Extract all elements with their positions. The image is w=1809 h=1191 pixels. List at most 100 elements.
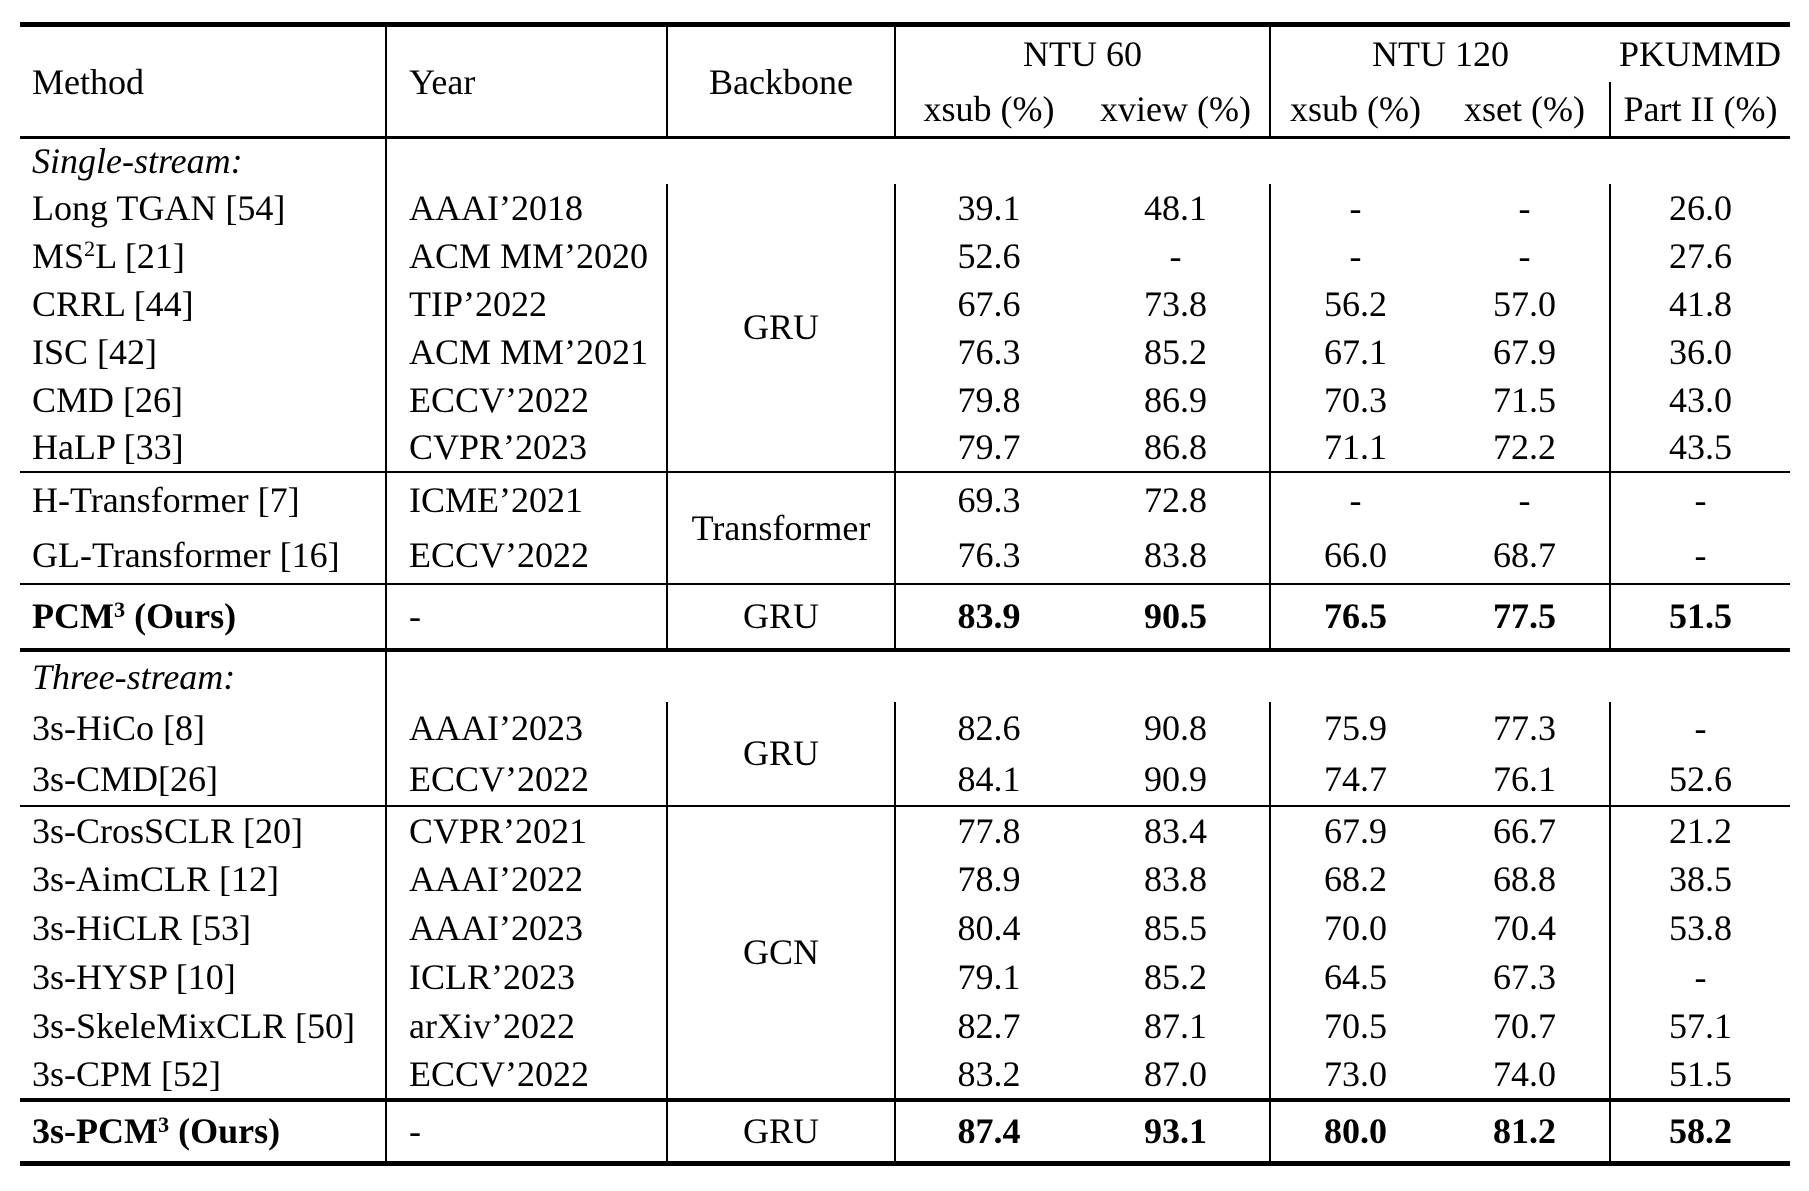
value-cell: 36.0: [1669, 331, 1732, 372]
group-header-ntu60: NTU 60: [895, 24, 1271, 82]
table-body: Single-stream: Long TGAN [54] AAAI’2018 GRU…: [20, 136, 1790, 1164]
value-cell: 82.7: [957, 1006, 1021, 1046]
value-cell: 71.1: [1324, 427, 1387, 467]
table-row: 3s-SkeleMixCLR [50] arXiv’2022 82.7 87.1 70.…: [20, 1001, 1790, 1051]
method-cell: 3s-AimCLR [12]: [20, 854, 387, 904]
value-cell: 87.1: [1082, 1001, 1271, 1051]
value-cell: 43.0: [1669, 379, 1732, 420]
value-cell: 82.6: [957, 707, 1021, 748]
year-cell: AAAI’2023: [386, 701, 668, 754]
year-cell: ECCV’2022: [386, 753, 668, 806]
value-cell: 83.4: [1082, 804, 1271, 855]
value-cell: 56.2: [1324, 283, 1387, 324]
value-cell: 90.8: [1082, 701, 1271, 754]
value-cell: 39.1: [957, 187, 1021, 228]
year-cell: ECCV’2022: [386, 1050, 668, 1100]
subcol-header-ntu120-xsub: xsub (%): [1290, 88, 1421, 129]
value-cell: 85.2: [1082, 327, 1271, 376]
method-cell: 3s-PCM3 (Ours): [20, 1097, 387, 1164]
value-cell: -: [1610, 470, 1790, 528]
value-cell: 86.8: [1082, 423, 1271, 472]
value-cell: 51.5: [1669, 1054, 1732, 1094]
value-cell: 41.8: [1669, 283, 1732, 324]
value-cell: 72.2: [1440, 423, 1611, 472]
table-row: ISC [42] ACM MM’2021 76.3 85.2 67.1 67.9 36.0: [20, 327, 1790, 376]
method-cell: 3s-CrosSCLR [20]: [20, 804, 387, 855]
value-cell: 52.6: [957, 235, 1021, 276]
col-header-method: Method: [20, 24, 387, 138]
section-row: Three-stream:: [20, 647, 1790, 702]
value-cell: 69.3: [895, 470, 1082, 528]
value-cell: 43.5: [1669, 427, 1732, 467]
method-cell: H-Transformer [7]: [20, 470, 387, 528]
section-label: Single-stream:: [20, 136, 387, 184]
subcol-header-ntu60-xsub: xsub (%): [923, 88, 1055, 129]
value-cell: 27.6: [1669, 235, 1732, 276]
group-header-ntu120: NTU 120: [1372, 34, 1509, 75]
value-cell: 67.6: [957, 283, 1021, 324]
year-cell: CVPR’2023: [386, 423, 668, 472]
table-row: PCM3 (Ours) - GRU 83.9 90.5 76.5 77.5 51.5: [20, 582, 1790, 650]
method-cell: ISC [42]: [20, 327, 387, 376]
method-cell: MS2L [21]: [20, 231, 387, 280]
value-cell: 93.1: [1082, 1097, 1271, 1164]
backbone-cell: GCN: [667, 804, 896, 1100]
col-header-backbone: Backbone: [667, 24, 896, 138]
section-filler: [386, 136, 1790, 184]
table-row: 3s-HiCo [8] AAAI’2023 GRU 82.6 90.8 75.9 77.3 -: [20, 701, 1790, 806]
value-cell: 38.5: [1669, 859, 1732, 899]
value-cell: 58.2: [1610, 1097, 1790, 1164]
value-cell: 26.0: [1669, 187, 1732, 228]
value-cell: 70.3: [1324, 379, 1387, 420]
year-cell: ECCV’2022: [386, 375, 668, 424]
subcol-header-ntu120-xset: xset (%): [1440, 81, 1611, 138]
value-cell: 85.2: [1082, 952, 1271, 1002]
year-cell: -: [386, 582, 668, 650]
year-cell: ACM MM’2021: [386, 327, 668, 376]
value-cell: 71.5: [1440, 375, 1611, 424]
value-cell: 80.0: [1270, 1097, 1440, 1164]
value-cell: 80.4: [957, 908, 1021, 948]
value-cell: -: [1349, 187, 1362, 228]
year-cell: ECCV’2022: [386, 527, 668, 584]
year-cell: CVPR’2021: [386, 804, 668, 855]
value-cell: 67.1: [1324, 331, 1387, 372]
table-row: H-Transformer [7] ICME’2021 Transformer 69.…: [20, 470, 1790, 584]
table-row: Long TGAN [54] AAAI’2018 GRU 39.1 48.1- -26.0: [20, 183, 1790, 472]
value-cell: 83.2: [957, 1054, 1021, 1094]
value-cell: -: [1349, 235, 1362, 276]
table-row: 3s-CMD[26] ECCV’2022 84.1 90.9 74.7 76.1 52.6: [20, 753, 1790, 806]
method-cell: CMD [26]: [20, 375, 387, 424]
value-cell: 72.8: [1082, 470, 1271, 528]
value-cell: 73.8: [1082, 279, 1271, 328]
year-cell: AAAI’2023: [386, 903, 668, 953]
subcol-header-pkummd-part2: Part II (%): [1623, 88, 1778, 129]
value-cell: 70.7: [1440, 1001, 1611, 1051]
value-cell: 75.9: [1324, 707, 1387, 748]
value-cell: 76.1: [1440, 753, 1611, 806]
table-row: CMD [26] ECCV’2022 79.8 86.9 70.3 71.5 43.0: [20, 375, 1790, 424]
value-cell: 79.7: [957, 427, 1021, 467]
method-cell: 3s-HiCo [8]: [20, 701, 387, 754]
value-cell: 52.6: [1669, 759, 1732, 799]
value-cell: 68.8: [1440, 854, 1611, 904]
year-cell: ACM MM’2020: [386, 231, 668, 280]
value-cell: 83.8: [1082, 854, 1271, 904]
table-row: 3s-CPM [52] ECCV’2022 83.2 87.0 73.0 74.0 51.5: [20, 1050, 1790, 1100]
value-cell: 67.9: [1270, 804, 1440, 855]
table-row: 3s-CrosSCLR [20] CVPR’2021 GCN 77.8 83.4 67.9…: [20, 804, 1790, 1100]
value-cell: 21.2: [1610, 804, 1790, 855]
value-cell: 77.3: [1440, 701, 1611, 754]
table-row: 3s-PCM3 (Ours) - GRU 87.4 93.1 80.0 81.2 58.2: [20, 1097, 1790, 1164]
year-cell: ICME’2021: [386, 470, 668, 528]
value-cell: 74.7: [1324, 759, 1387, 799]
col-header-year: Year: [386, 24, 668, 138]
value-cell: 77.5: [1440, 582, 1611, 650]
backbone-cell: GRU: [667, 701, 896, 806]
method-cell: CRRL [44]: [20, 279, 387, 328]
value-cell: 68.7: [1440, 527, 1611, 584]
header-row-groups: Method Year Backbone NTU 60 NTU 120 PKUM…: [20, 24, 1790, 138]
value-cell: 78.9: [957, 859, 1021, 899]
value-cell: 77.8: [895, 804, 1082, 855]
